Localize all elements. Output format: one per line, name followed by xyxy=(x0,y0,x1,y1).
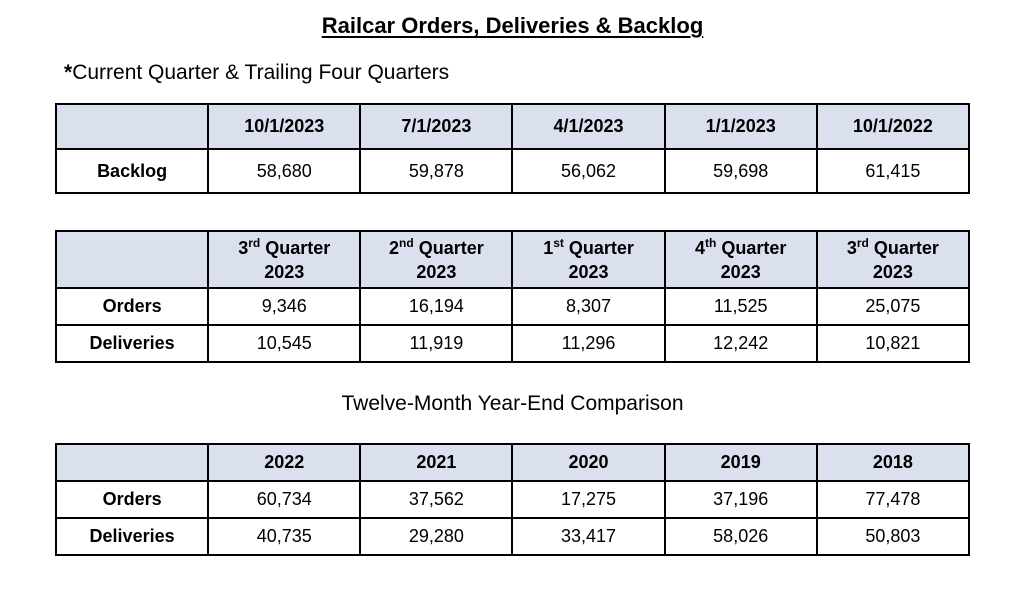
value-cell: 59,878 xyxy=(359,148,514,194)
quarter-year: 2023 xyxy=(264,261,305,282)
table-row: Orders 9,346 16,194 8,307 11,525 25,075 xyxy=(54,287,971,326)
table-row: Orders 60,734 37,562 17,275 37,196 77,478 xyxy=(54,480,971,519)
quarter-label: 3rd Quarter xyxy=(846,235,939,258)
value-cell: 25,075 xyxy=(815,287,971,326)
quarterly-table: 3rd Quarter 2023 2nd Quarter 2023 1st Quarte… xyxy=(54,230,971,363)
column-header: 7/1/2023 xyxy=(359,103,514,150)
value-cell: 16,194 xyxy=(359,287,514,326)
quarter-label: 4th Quarter xyxy=(695,235,787,258)
yearly-table-container: 2022 2021 2020 2019 2018 Orders 60,734 37,562 17… xyxy=(54,443,971,556)
value-cell: 56,062 xyxy=(511,148,666,194)
value-cell: 10,545 xyxy=(207,324,362,363)
header-row: 3rd Quarter 2023 2nd Quarter 2023 1st Quarte… xyxy=(54,230,971,289)
value-cell: 8,307 xyxy=(511,287,666,326)
column-header: 1/1/2023 xyxy=(663,103,818,150)
quarter-year: 2023 xyxy=(568,261,609,282)
header-row: 10/1/2023 7/1/2023 4/1/2023 1/1/2023 10/1/20… xyxy=(54,103,971,150)
page-title: Railcar Orders, Deliveries & Backlog xyxy=(55,13,970,39)
value-cell: 59,698 xyxy=(663,148,818,194)
table-row: Deliveries 40,735 29,280 33,417 58,026 50,803 xyxy=(54,517,971,556)
column-header: 10/1/2022 xyxy=(815,103,971,150)
quarterly-table-container: 3rd Quarter 2023 2nd Quarter 2023 1st Quarte… xyxy=(54,230,971,363)
value-cell: 60,734 xyxy=(207,480,362,519)
corner-cell xyxy=(54,230,210,289)
value-cell: 58,680 xyxy=(207,148,362,194)
section-title: Twelve-Month Year-End Comparison xyxy=(341,392,684,415)
column-header: 4th Quarter 2023 xyxy=(663,230,818,289)
column-header: 2nd Quarter 2023 xyxy=(359,230,514,289)
value-cell: 50,803 xyxy=(815,517,971,556)
value-cell: 77,478 xyxy=(815,480,971,519)
quarter-label: 1st Quarter xyxy=(543,235,634,258)
row-label: Deliveries xyxy=(54,324,210,363)
value-cell: 9,346 xyxy=(207,287,362,326)
value-cell: 10,821 xyxy=(815,324,971,363)
value-cell: 11,525 xyxy=(663,287,818,326)
quarter-year: 2023 xyxy=(720,261,761,282)
subtitle-asterisk: * xyxy=(64,61,73,84)
yearly-table: 2022 2021 2020 2019 2018 Orders 60,734 37,562 17… xyxy=(54,443,971,556)
row-label: Orders xyxy=(54,287,210,326)
column-header: 4/1/2023 xyxy=(511,103,666,150)
row-label: Backlog xyxy=(54,148,210,194)
row-label: Deliveries xyxy=(54,517,210,556)
quarter-label: 3rd Quarter xyxy=(238,235,331,258)
quarter-year: 2023 xyxy=(416,261,457,282)
subtitle-text: Current Quarter & Trailing Four Quarters xyxy=(72,61,450,84)
column-header: 2019 xyxy=(663,443,818,482)
row-label: Orders xyxy=(54,480,210,519)
value-cell: 29,280 xyxy=(359,517,514,556)
header-row: 2022 2021 2020 2019 2018 xyxy=(54,443,971,482)
column-header: 1st Quarter 2023 xyxy=(511,230,666,289)
value-cell: 40,735 xyxy=(207,517,362,556)
column-header: 3rd Quarter 2023 xyxy=(207,230,362,289)
page-title-text: Railcar Orders, Deliveries & Backlog xyxy=(321,13,704,38)
value-cell: 58,026 xyxy=(663,517,818,556)
column-header: 3rd Quarter 2023 xyxy=(815,230,971,289)
column-header: 2022 xyxy=(207,443,362,482)
subtitle: *Current Quarter & Trailing Four Quarter… xyxy=(64,61,449,85)
backlog-table-container: 10/1/2023 7/1/2023 4/1/2023 1/1/2023 10/1/20… xyxy=(54,103,971,194)
value-cell: 12,242 xyxy=(663,324,818,363)
column-header: 10/1/2023 xyxy=(207,103,362,150)
quarter-label: 2nd Quarter xyxy=(389,235,484,258)
backlog-table: 10/1/2023 7/1/2023 4/1/2023 1/1/2023 10/1/20… xyxy=(54,103,971,194)
value-cell: 17,275 xyxy=(511,480,666,519)
corner-cell xyxy=(54,103,210,150)
table-row: Deliveries 10,545 11,919 11,296 12,242 10,821 xyxy=(54,324,971,363)
value-cell: 37,562 xyxy=(359,480,514,519)
value-cell: 61,415 xyxy=(815,148,971,194)
column-header: 2020 xyxy=(511,443,666,482)
column-header: 2021 xyxy=(359,443,514,482)
value-cell: 37,196 xyxy=(663,480,818,519)
value-cell: 33,417 xyxy=(511,517,666,556)
table-row: Backlog 58,680 59,878 56,062 59,698 61,415 xyxy=(54,148,971,194)
column-header: 2018 xyxy=(815,443,971,482)
quarter-year: 2023 xyxy=(872,261,913,282)
value-cell: 11,919 xyxy=(359,324,514,363)
value-cell: 11,296 xyxy=(511,324,666,363)
corner-cell xyxy=(54,443,210,482)
